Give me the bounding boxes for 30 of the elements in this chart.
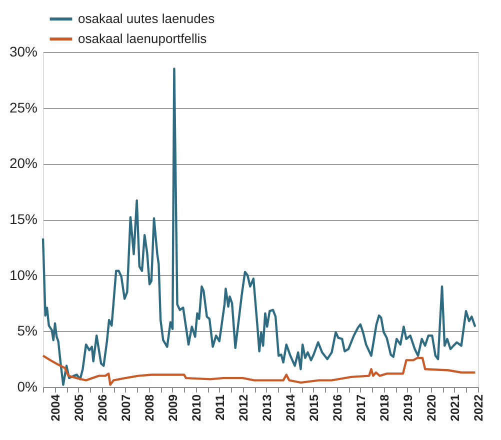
line-series bbox=[42, 354, 476, 386]
x-tick-label: 2018 bbox=[377, 394, 392, 422]
x-tick-label: 2015 bbox=[306, 394, 321, 422]
x-tick-label: 2019 bbox=[400, 394, 415, 422]
x-tick-label: 2016 bbox=[330, 394, 344, 422]
x-tick-label: 2014 bbox=[283, 394, 298, 422]
y-tick-label: 15% bbox=[9, 211, 38, 227]
x-tick-label: 2012 bbox=[236, 394, 250, 422]
y-tick-label: 5% bbox=[17, 322, 38, 339]
y-tick-label: 30% bbox=[9, 44, 38, 60]
legend-label: osakaal uutes laenudes bbox=[78, 11, 216, 26]
x-tick-label: 2009 bbox=[166, 394, 180, 422]
x-tick-label: 2011 bbox=[212, 394, 227, 421]
x-tick-label: 2007 bbox=[118, 394, 133, 422]
y-tick-label: 0% bbox=[17, 378, 38, 394]
x-tick-label: 2021 bbox=[448, 394, 462, 422]
x-tick-label: 2008 bbox=[142, 394, 156, 422]
x-tick-label: 2013 bbox=[260, 394, 274, 422]
y-tick-label: 20% bbox=[9, 155, 38, 172]
x-tick-label: 2017 bbox=[354, 394, 368, 422]
x-tick-label: 2020 bbox=[424, 394, 438, 422]
x-tick-label: 2004 bbox=[48, 394, 62, 422]
y-tick-label: 10% bbox=[9, 266, 38, 283]
x-tick-label: 2022 bbox=[472, 394, 486, 422]
x-tick-label: 2006 bbox=[95, 394, 110, 422]
x-tick-label: 2005 bbox=[72, 394, 86, 422]
x-tick-label: 2010 bbox=[189, 394, 204, 422]
line-series bbox=[42, 68, 476, 386]
y-tick-label: 25% bbox=[9, 99, 38, 116]
legend-label: osakaal laenuportfellis bbox=[78, 31, 208, 46]
